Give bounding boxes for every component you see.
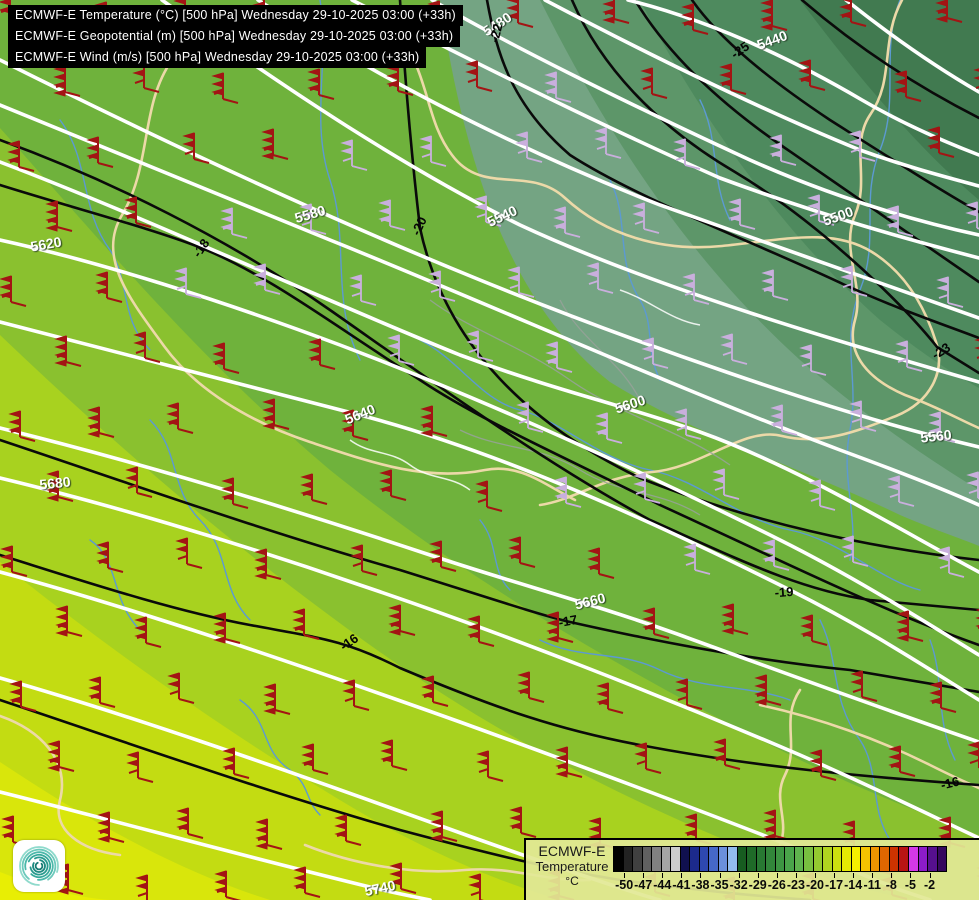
colorbar-tick bbox=[834, 873, 836, 878]
colorbar-tick bbox=[719, 873, 721, 878]
temperature-legend: ECMWF-E Temperature °C -50 -47 -44 -41 -38 -3… bbox=[524, 838, 979, 900]
spiral-icon bbox=[19, 846, 59, 886]
legend-title: ECMWF-E bbox=[538, 843, 606, 859]
colorbar-segment bbox=[842, 847, 852, 871]
colorbar-segment bbox=[690, 847, 700, 871]
legend-unit: °C bbox=[565, 874, 579, 888]
colorbar-segment bbox=[623, 847, 634, 871]
colorbar-tick-label: -38 bbox=[691, 878, 710, 892]
colorbar-tick-label: -17 bbox=[825, 878, 844, 892]
colorbar-tick-label: -2 bbox=[923, 878, 936, 892]
colorbar-segment bbox=[652, 847, 662, 871]
colorbar-tick-label: -14 bbox=[844, 878, 863, 892]
colorbar-tick-label: -32 bbox=[729, 878, 748, 892]
colorbar-segment bbox=[718, 847, 729, 871]
colorbar-tick bbox=[700, 873, 702, 878]
colorbar-tick bbox=[795, 873, 797, 878]
colorbar-segment bbox=[823, 847, 833, 871]
colorbar-tick-label: -5 bbox=[904, 878, 916, 892]
colorbar-tick bbox=[757, 873, 759, 878]
colorbar-tick bbox=[891, 873, 893, 878]
colorbar-segment bbox=[861, 847, 871, 871]
colorbar-tick-label: -41 bbox=[672, 878, 691, 892]
colorbar-segment bbox=[899, 847, 909, 871]
colorbar-segment bbox=[918, 847, 929, 871]
legend-subtitle: Temperature bbox=[535, 859, 609, 874]
admin-borders-layer bbox=[349, 289, 731, 516]
colorbar-segment bbox=[680, 847, 691, 871]
colorbar-tick bbox=[853, 873, 855, 878]
colorbar-tick-label: -44 bbox=[653, 878, 672, 892]
colorbar-segment bbox=[908, 847, 919, 871]
colorbar-tick bbox=[643, 873, 645, 878]
temperature-colorbar bbox=[613, 846, 947, 872]
colorbar-segment bbox=[633, 847, 643, 871]
colorbar-tick-label: -23 bbox=[786, 878, 805, 892]
colorbar-tick bbox=[776, 873, 778, 878]
colorbar-segment bbox=[794, 847, 805, 871]
colorbar-tick bbox=[929, 873, 931, 878]
colorbar-tick-label: -50 bbox=[615, 878, 634, 892]
title-temperature: ECMWF-E Temperature (°C) [500 hPa] Wedne… bbox=[8, 5, 463, 26]
colorbar-tick-label: -26 bbox=[767, 878, 786, 892]
colorbar-tick-label: -29 bbox=[748, 878, 767, 892]
temperature-label: -19 bbox=[774, 583, 794, 601]
provider-spiral-logo bbox=[13, 840, 65, 892]
colorbar-tick bbox=[624, 873, 626, 878]
colorbar-segment bbox=[889, 847, 900, 871]
colorbar-segment bbox=[709, 847, 719, 871]
title-geopotential: ECMWF-E Geopotential (m) [500 hPa] Wedne… bbox=[8, 26, 461, 47]
colorbar-tick bbox=[738, 873, 740, 878]
colorbar-segment bbox=[699, 847, 710, 871]
colorbar-segment bbox=[661, 847, 672, 871]
colorbar-segment bbox=[851, 847, 862, 871]
colorbar-segment bbox=[671, 847, 681, 871]
colorbar-tick-label: -20 bbox=[805, 878, 825, 892]
colorbar-segment bbox=[813, 847, 824, 871]
colorbar-tick bbox=[814, 873, 816, 878]
colorbar-segment bbox=[737, 847, 748, 871]
legend-text: ECMWF-E Temperature °C bbox=[530, 843, 614, 888]
colorbar-tick bbox=[910, 873, 912, 878]
colorbar-segment bbox=[747, 847, 757, 871]
geopotential-label: 5560 bbox=[919, 426, 953, 446]
colorbar-segment bbox=[614, 847, 624, 871]
colorbar-segment bbox=[728, 847, 738, 871]
colorbar-segment bbox=[804, 847, 814, 871]
colorbar-segment bbox=[766, 847, 776, 871]
colorbar-segment bbox=[832, 847, 843, 871]
colorbar-tick-label: -8 bbox=[885, 878, 897, 892]
colorbar-segment bbox=[937, 847, 947, 871]
colorbar-tick bbox=[662, 873, 664, 878]
colorbar-segment bbox=[785, 847, 795, 871]
colorbar-segment bbox=[928, 847, 938, 871]
geopotential-label: 5680 bbox=[38, 473, 72, 493]
colorbar-segment bbox=[870, 847, 881, 871]
colorbar-tick bbox=[872, 873, 874, 878]
colorbar-tick-label: -35 bbox=[710, 878, 729, 892]
rivers-layer bbox=[59, 0, 956, 841]
colorbar-tick-label: -11 bbox=[863, 878, 881, 892]
colorbar-tick bbox=[681, 873, 683, 878]
map-title-block: ECMWF-E Temperature (°C) [500 hPa] Wedne… bbox=[8, 5, 463, 68]
colorbar-tick-label: -47 bbox=[634, 878, 653, 892]
colorbar-segment bbox=[775, 847, 786, 871]
colorbar-segment bbox=[880, 847, 890, 871]
colorbar-segment bbox=[756, 847, 767, 871]
title-wind: ECMWF-E Wind (m/s) [500 hPa] Wednesday 2… bbox=[8, 47, 427, 68]
temperature-label: -17 bbox=[557, 611, 579, 631]
colorbar-segment bbox=[642, 847, 653, 871]
